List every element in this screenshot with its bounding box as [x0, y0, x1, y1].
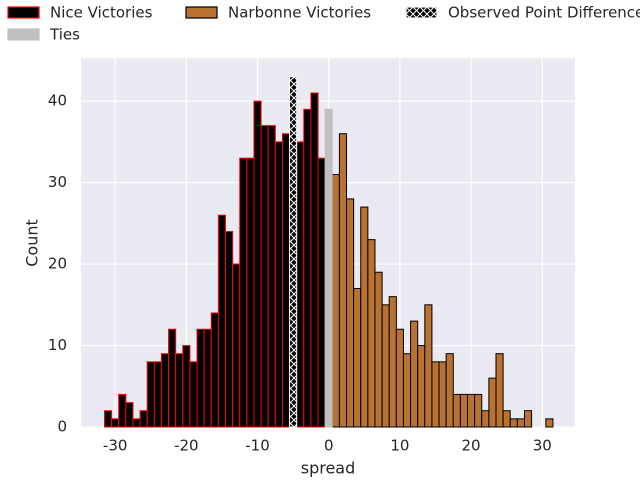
y-tick-label: 10: [48, 336, 67, 354]
x-tick-label: -20: [174, 437, 199, 455]
bar: [445, 353, 454, 428]
bar: [374, 271, 383, 428]
bar: [111, 418, 120, 428]
bar: [324, 108, 333, 428]
bar: [395, 328, 404, 428]
y-tick-label: 30: [48, 173, 67, 191]
x-axis-label: spread: [301, 459, 356, 478]
bar: [452, 393, 461, 428]
bar: [196, 328, 205, 428]
legend-swatch: [185, 6, 218, 19]
bar: [289, 76, 298, 428]
bar: [189, 361, 198, 428]
bar: [317, 157, 326, 428]
bar: [232, 263, 241, 428]
bar: [523, 410, 533, 428]
bar: [516, 418, 525, 428]
legend-swatch: [405, 6, 438, 19]
bar: [310, 92, 319, 428]
bar: [175, 353, 184, 428]
y-tick-label: 40: [48, 92, 67, 110]
y-tick-label: 0: [57, 418, 67, 436]
legend-label: Observed Point Difference: [448, 4, 640, 22]
bar: [103, 410, 113, 428]
bar: [125, 402, 134, 428]
bar: [210, 312, 219, 428]
bar: [417, 345, 426, 428]
bar: [246, 157, 255, 428]
bar: [224, 231, 234, 428]
bar: [353, 288, 362, 428]
bar: [160, 353, 170, 428]
bar: [239, 157, 248, 428]
bar: [338, 133, 348, 428]
bar: [545, 418, 554, 428]
legend-swatch: [7, 6, 40, 19]
bar: [331, 173, 340, 428]
bar: [502, 410, 511, 428]
x-tick-label: -30: [103, 437, 128, 455]
bar: [381, 304, 390, 428]
legend-label: Ties: [49, 26, 80, 44]
bar: [467, 393, 476, 428]
x-tick-label: -10: [245, 437, 270, 455]
y-tick-label: 20: [48, 255, 67, 273]
bar: [360, 206, 369, 428]
bar: [132, 418, 141, 428]
bar: [495, 353, 504, 428]
bar: [303, 108, 312, 428]
bar: [182, 345, 191, 428]
bar: [481, 410, 490, 428]
bar: [509, 418, 518, 428]
bar: [217, 214, 226, 428]
x-tick-label: 0: [324, 437, 334, 455]
bar: [260, 125, 269, 428]
bar: [168, 328, 177, 428]
bar: [274, 141, 283, 428]
bar: [253, 100, 262, 428]
legend-swatch: [7, 28, 40, 41]
bar: [474, 393, 483, 428]
bar: [488, 377, 497, 428]
bar: [153, 361, 162, 428]
x-tick-label: 30: [533, 437, 552, 455]
x-tick-label: 10: [390, 437, 409, 455]
bar: [203, 328, 212, 428]
bar: [346, 198, 355, 428]
legend-label: Narbonne Victories: [228, 4, 371, 22]
bar: [388, 296, 397, 428]
bar: [296, 141, 305, 428]
bar: [402, 353, 412, 428]
legend-label: Nice Victories: [50, 4, 153, 22]
bar: [459, 393, 469, 428]
bar: [431, 361, 440, 428]
bar: [118, 393, 127, 428]
bar: [438, 361, 447, 428]
x-tick-label: 20: [462, 437, 481, 455]
bar: [410, 320, 419, 428]
bar: [367, 239, 376, 428]
bar: [424, 304, 433, 428]
bar: [146, 361, 155, 428]
y-axis-label: Count: [23, 219, 42, 267]
bar: [267, 125, 276, 428]
bar: [139, 410, 148, 428]
bar: [281, 133, 291, 428]
